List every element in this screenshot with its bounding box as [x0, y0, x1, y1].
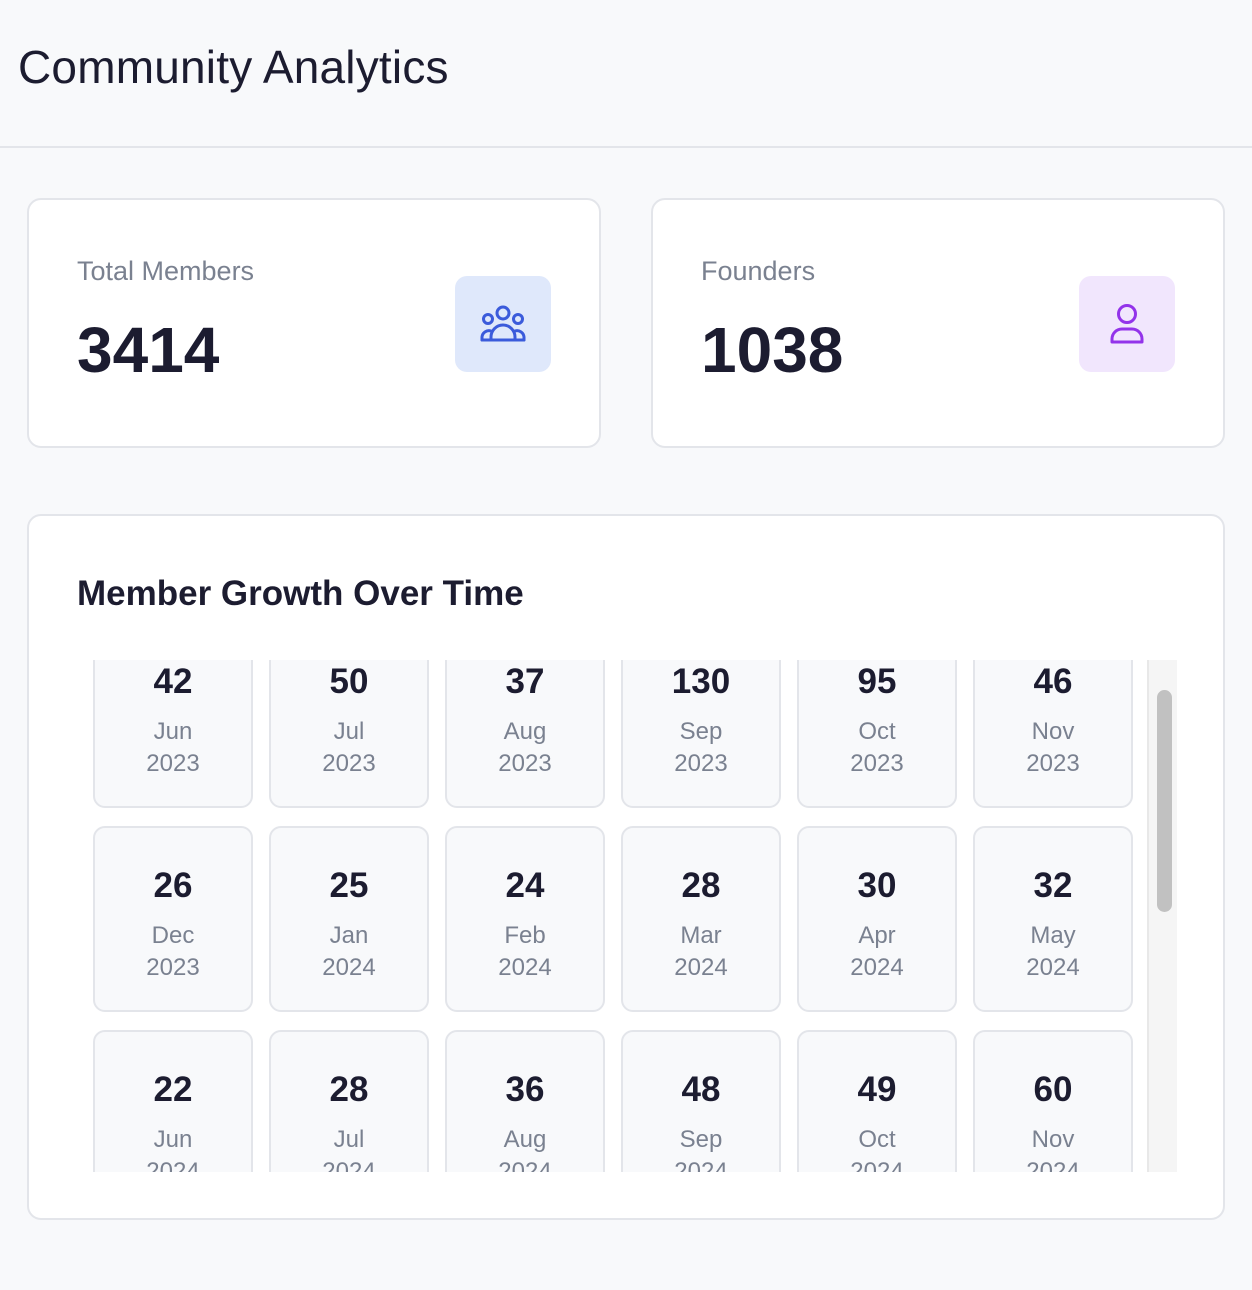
month-tile: 28 Jul 2024: [269, 1030, 429, 1172]
month-name-label: Jan: [329, 922, 369, 949]
month-name-label: Jul: [333, 718, 365, 745]
month-tile: 50 Jul 2023: [269, 660, 429, 808]
month-year-label: 2023: [146, 750, 200, 777]
month-tile: 28 Mar 2024: [621, 826, 781, 1012]
month-tile: 42 Jun 2023: [93, 660, 253, 808]
month-name-label: Feb: [504, 922, 546, 949]
month-name-label: Sep: [679, 1126, 723, 1153]
month-year-label: 2024: [850, 1158, 904, 1172]
founders-label: Founders: [701, 256, 816, 286]
page-title: Community Analytics: [18, 41, 449, 93]
founders-card: Founders 1038: [651, 198, 1225, 448]
month-name-label: Nov: [1031, 1126, 1075, 1153]
month-member-count: 48: [681, 1070, 721, 1109]
month-tile: 46 Nov 2023: [973, 660, 1133, 808]
page-header: Community Analytics: [0, 0, 1252, 148]
month-member-count: 95: [857, 662, 897, 701]
month-name-label: Jun: [153, 1126, 193, 1153]
month-name-label: May: [1030, 922, 1076, 949]
month-tile: 25 Jan 2024: [269, 826, 429, 1012]
month-member-count: 22: [153, 1070, 193, 1109]
month-member-count: 37: [505, 662, 545, 701]
month-member-count: 130: [671, 662, 731, 701]
month-member-count: 24: [505, 866, 545, 905]
month-tile: 60 Nov 2024: [973, 1030, 1133, 1172]
month-name-label: Apr: [858, 922, 896, 949]
month-member-count: 30: [857, 866, 897, 905]
member-growth-title: Member Growth Over Time: [77, 574, 524, 613]
month-year-label: 2024: [674, 1158, 728, 1172]
month-year-label: 2024: [850, 954, 904, 981]
month-tile: 48 Sep 2024: [621, 1030, 781, 1172]
month-member-count: 28: [681, 866, 721, 905]
month-member-count: 49: [857, 1070, 897, 1109]
member-growth-card: Member Growth Over Time 42 Jun 2023 50 Jul 20…: [27, 514, 1225, 1220]
scrollbar-thumb[interactable]: [1157, 690, 1172, 912]
month-tile: 37 Aug 2023: [445, 660, 605, 808]
month-name-label: Aug: [503, 1126, 547, 1153]
users-group-icon: [455, 276, 551, 372]
month-year-label: 2024: [498, 1158, 552, 1172]
month-year-label: 2023: [674, 750, 728, 777]
month-grid-scroll-area[interactable]: 42 Jun 2023 50 Jul 2023 37 Aug 2023 130 Sep 2023 95 O…: [93, 660, 1149, 1172]
month-year-label: 2023: [498, 750, 552, 777]
month-member-count: 26: [153, 866, 193, 905]
month-name-label: Aug: [503, 718, 547, 745]
month-year-label: 2024: [322, 954, 376, 981]
month-name-label: Mar: [680, 922, 722, 949]
month-year-label: 2024: [322, 1158, 376, 1172]
month-member-count: 46: [1033, 662, 1073, 701]
month-name-label: Oct: [858, 718, 896, 745]
month-tile: 36 Aug 2024: [445, 1030, 605, 1172]
user-icon: [1079, 276, 1175, 372]
month-year-label: 2023: [146, 954, 200, 981]
month-name-label: Jul: [333, 1126, 365, 1153]
month-name-label: Jun: [153, 718, 193, 745]
month-member-count: 36: [505, 1070, 545, 1109]
month-year-label: 2023: [850, 750, 904, 777]
month-year-label: 2024: [498, 954, 552, 981]
month-year-label: 2023: [1026, 750, 1080, 777]
total-members-label: Total Members: [77, 256, 255, 286]
month-year-label: 2024: [146, 1158, 200, 1172]
vertical-scrollbar[interactable]: [1147, 660, 1177, 1172]
month-year-label: 2024: [1026, 1158, 1080, 1172]
month-member-count: 28: [329, 1070, 369, 1109]
month-name-label: Nov: [1031, 718, 1075, 745]
founders-value: 1038: [701, 314, 844, 386]
month-name-label: Dec: [151, 922, 195, 949]
month-year-label: 2023: [322, 750, 376, 777]
month-tile: 26 Dec 2023: [93, 826, 253, 1012]
month-name-label: Sep: [679, 718, 723, 745]
month-tile: 30 Apr 2024: [797, 826, 957, 1012]
month-year-label: 2024: [1026, 954, 1080, 981]
month-year-label: 2024: [674, 954, 728, 981]
month-name-label: Oct: [858, 1126, 896, 1153]
total-members-card: Total Members 3414: [27, 198, 601, 448]
month-member-count: 60: [1033, 1070, 1073, 1109]
month-tile: 32 May 2024: [973, 826, 1133, 1012]
month-tile: 95 Oct 2023: [797, 660, 957, 808]
month-member-count: 25: [329, 866, 369, 905]
month-tile: 49 Oct 2024: [797, 1030, 957, 1172]
month-grid: 42 Jun 2023 50 Jul 2023 37 Aug 2023 130 Sep 2023 95 O…: [93, 660, 1133, 1172]
month-tile: 24 Feb 2024: [445, 826, 605, 1012]
month-tile: 130 Sep 2023: [621, 660, 781, 808]
month-member-count: 42: [153, 662, 193, 701]
month-member-count: 50: [329, 662, 369, 701]
month-tile: 22 Jun 2024: [93, 1030, 253, 1172]
month-member-count: 32: [1033, 866, 1073, 905]
total-members-value: 3414: [77, 314, 220, 386]
